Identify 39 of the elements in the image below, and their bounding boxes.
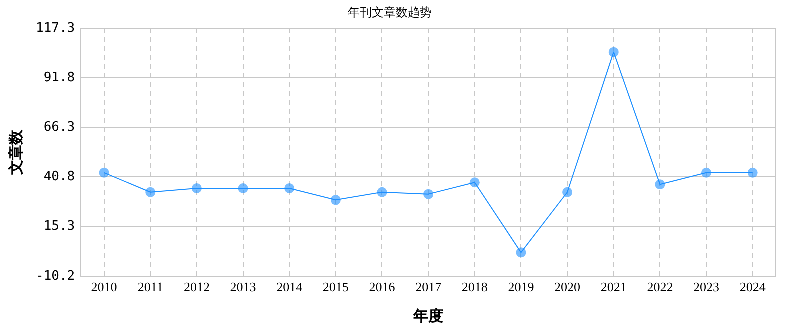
point [330,195,341,206]
x-tick-label: 2015 [322,280,349,295]
point [424,189,434,200]
point [608,47,619,58]
y-tick-label: -10.2 [36,268,76,284]
y-tick-label: 40.8 [44,170,76,185]
x-tick-label: 2018 [462,280,488,295]
x-tick-label: 2016 [369,280,396,295]
y-tick-label: 15.3 [44,219,76,234]
point [238,183,248,194]
x-tick-label: 2011 [138,280,164,295]
point [146,187,156,198]
point [377,187,388,198]
x-tick-label: 2021 [600,280,627,295]
chart-title: 年刊文章数趋势 [348,5,432,20]
y-tick-label: 91.8 [44,70,76,86]
y-tick-label: 66.3 [44,120,76,135]
x-tick-label: 2012 [184,280,210,295]
x-axis-title: 年度 [412,306,444,325]
x-tick-label: 2013 [230,280,256,295]
point [470,178,480,188]
point [655,180,666,190]
point [702,168,712,178]
point [99,168,110,178]
y-axis-title: 文章数 [6,128,25,176]
x-tick-label: 2023 [694,280,720,295]
y-tick-label: 117.3 [36,20,76,36]
x-tick-label: 2024 [740,280,766,295]
point [192,183,202,194]
point [284,183,295,194]
point [516,248,526,258]
point [562,187,573,198]
x-tick-label: 2020 [554,280,581,295]
x-tick-label: 2010 [91,280,118,295]
x-tick-label: 2019 [508,280,534,295]
point [748,168,758,178]
x-tick-label: 2014 [276,280,304,295]
x-tick-label: 2017 [416,280,442,295]
x-tick-label: 2022 [647,280,674,295]
